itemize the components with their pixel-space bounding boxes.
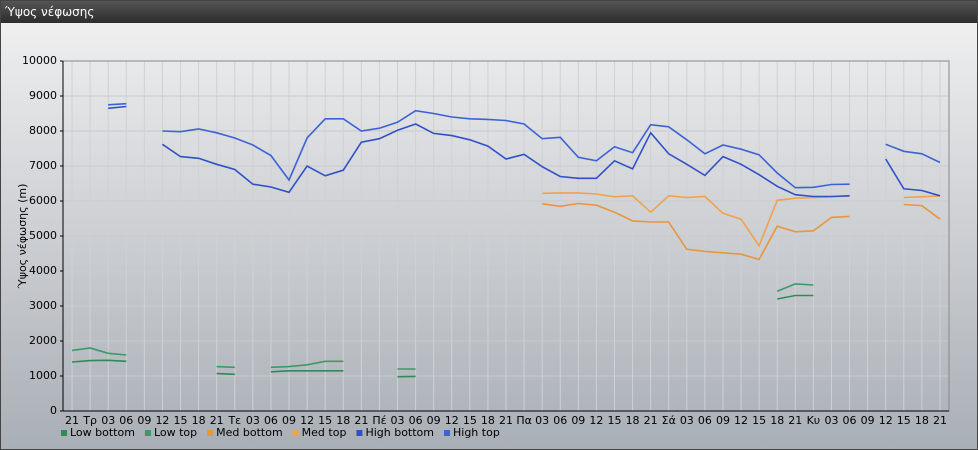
y-axis-title: Ύψος νέφωσης (m)	[16, 184, 29, 290]
x-tick-label: 09	[282, 414, 296, 427]
legend-swatch	[61, 430, 67, 436]
x-tick-label: 18	[336, 414, 350, 427]
chart: Ύψος νέφωσης (m) 0 1000 2000 3000 4000 5000 60…	[16, 54, 950, 439]
y-tick-label: 10000	[22, 54, 57, 67]
x-tick-label: 03	[101, 414, 115, 427]
x-tick-label: 18	[481, 414, 495, 427]
x-tick-label: 18	[626, 414, 640, 427]
x-tick-label: 03	[535, 414, 549, 427]
legend-label: Med top	[302, 426, 347, 439]
x-tick-label: 18	[915, 414, 929, 427]
series-line	[542, 202, 941, 261]
x-tick-label: 15	[463, 414, 477, 427]
y-tick-label: 1000	[29, 369, 57, 382]
x-tick-label: 03	[391, 414, 405, 427]
y-tick-label: 0	[50, 404, 57, 417]
x-tick-label: Σά	[662, 414, 676, 427]
x-tick-label: 03	[680, 414, 694, 427]
x-tick-label: 15	[607, 414, 621, 427]
x-tick-label: 06	[553, 414, 567, 427]
x-tick-label: 06	[843, 414, 857, 427]
series-line	[108, 105, 941, 198]
x-tick-label: 15	[174, 414, 188, 427]
x-tick-label: 06	[119, 414, 133, 427]
legend-swatch	[144, 430, 151, 436]
x-tick-label: 09	[571, 414, 585, 427]
y-tick-label: 8000	[29, 124, 57, 137]
x-tick-label: 21	[644, 414, 658, 427]
y-tick-label: 7000	[29, 159, 57, 172]
x-tick-label: 21	[65, 414, 79, 427]
x-tick-label: 21	[499, 414, 513, 427]
legend-swatch	[207, 430, 214, 436]
series-line	[71, 283, 814, 370]
x-tick-label: 06	[264, 414, 278, 427]
y-tick-label: 4000	[29, 264, 57, 277]
x-tick-label: Κυ	[807, 414, 821, 427]
x-tick-label: Πα	[516, 414, 532, 427]
x-tick-label: 09	[137, 414, 151, 427]
x-tick-label: 18	[770, 414, 784, 427]
legend-swatch	[292, 430, 299, 436]
x-tick-label: 03	[246, 414, 260, 427]
legend-label: High bottom	[365, 426, 434, 439]
x-tick-label: 09	[716, 414, 730, 427]
x-tick-label: 12	[300, 414, 314, 427]
legend-label: High top	[453, 426, 500, 439]
x-tick-label: 21	[354, 414, 368, 427]
legend-label: Low top	[154, 426, 197, 439]
x-tick-label: 15	[318, 414, 332, 427]
y-tick-label: 6000	[29, 194, 57, 207]
x-tick-label: 09	[427, 414, 441, 427]
legend-swatch	[444, 430, 450, 436]
x-tick-label: Τρ	[82, 414, 97, 427]
x-tick-label: 18	[192, 414, 206, 427]
x-tick-label: Τε	[227, 414, 241, 427]
x-tick-label: 06	[698, 414, 712, 427]
window-title: Ύψος νέφωσης	[1, 1, 977, 23]
x-tick-label: 15	[897, 414, 911, 427]
legend-swatch	[356, 430, 363, 436]
y-tick-label: 3000	[29, 299, 57, 312]
y-tick-label: 5000	[29, 229, 57, 242]
x-tick-label: 12	[879, 414, 893, 427]
x-tick-label: 12	[155, 414, 169, 427]
x-tick-label: 12	[445, 414, 459, 427]
x-tick-label: 09	[861, 414, 875, 427]
x-tick-label: 12	[734, 414, 748, 427]
x-tick-label: 21	[933, 414, 947, 427]
x-tick-label: 21	[788, 414, 802, 427]
x-tick-label: 06	[409, 414, 423, 427]
x-tick-label: 21	[210, 414, 224, 427]
x-tick-label: 12	[589, 414, 603, 427]
legend-label: Low bottom	[70, 426, 135, 439]
x-tick-label: 15	[752, 414, 766, 427]
y-tick-label: 9000	[29, 89, 57, 102]
series-line	[108, 102, 941, 189]
y-tick-label: 2000	[29, 334, 57, 347]
series-line	[542, 192, 941, 248]
x-tick-label: Πέ	[372, 414, 386, 427]
x-tick-label: 03	[824, 414, 838, 427]
series-line	[71, 294, 814, 378]
legend-label: Med bottom	[216, 426, 283, 439]
